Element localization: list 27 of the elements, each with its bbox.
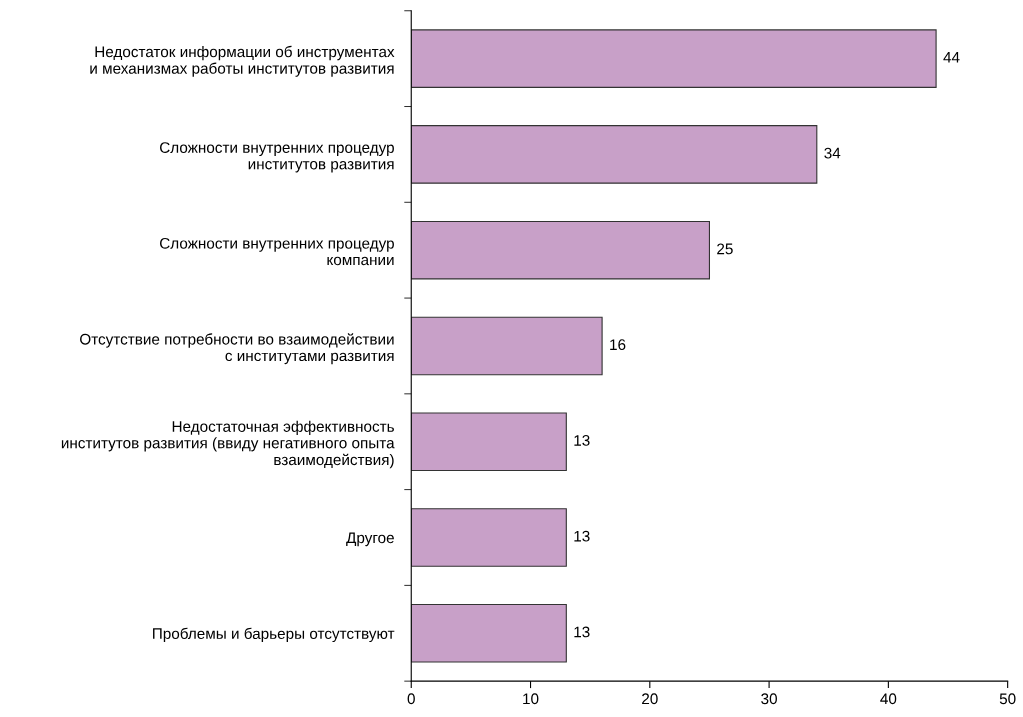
data-label: 13 bbox=[574, 435, 590, 446]
bar bbox=[411, 29, 937, 88]
y-tick-label: Недостаточная эффективность институтов развития (ввиду негативного опыта взаимодействия) bbox=[61, 420, 395, 469]
data-label: 16 bbox=[610, 339, 626, 351]
x-tick-label: 50 bbox=[999, 693, 1016, 705]
data-label: 44 bbox=[943, 52, 960, 63]
y-tick-label: Сложности внутренних процедур институтов развития bbox=[160, 142, 394, 173]
bar bbox=[411, 316, 603, 376]
y-tick-label: Другое bbox=[346, 532, 394, 547]
x-tick-label: 20 bbox=[642, 693, 658, 705]
data-label: 34 bbox=[824, 147, 841, 159]
x-tick-label: 30 bbox=[761, 693, 777, 705]
x-tick-label: 10 bbox=[523, 693, 539, 705]
y-tick-label: Недостаток информации об инструментах и механизмах работы институтов развития bbox=[90, 45, 395, 77]
data-label: 13 bbox=[574, 530, 590, 542]
data-label: 25 bbox=[717, 243, 733, 255]
data-label: 13 bbox=[574, 626, 590, 638]
bar bbox=[411, 508, 567, 567]
y-tick-label: Отсутствие потребности во взаимодействии с институтами развития bbox=[80, 333, 394, 365]
y-tick-label: Проблемы и барьеры отсутствуют bbox=[153, 627, 395, 643]
y-tick-label: Сложности внутренних процедур компании bbox=[160, 237, 394, 266]
bar bbox=[411, 412, 567, 472]
bar bbox=[411, 125, 818, 184]
x-tick-label: 0 bbox=[407, 693, 415, 705]
bar bbox=[411, 220, 711, 280]
bar bbox=[411, 603, 567, 663]
x-tick-label: 40 bbox=[880, 693, 897, 705]
